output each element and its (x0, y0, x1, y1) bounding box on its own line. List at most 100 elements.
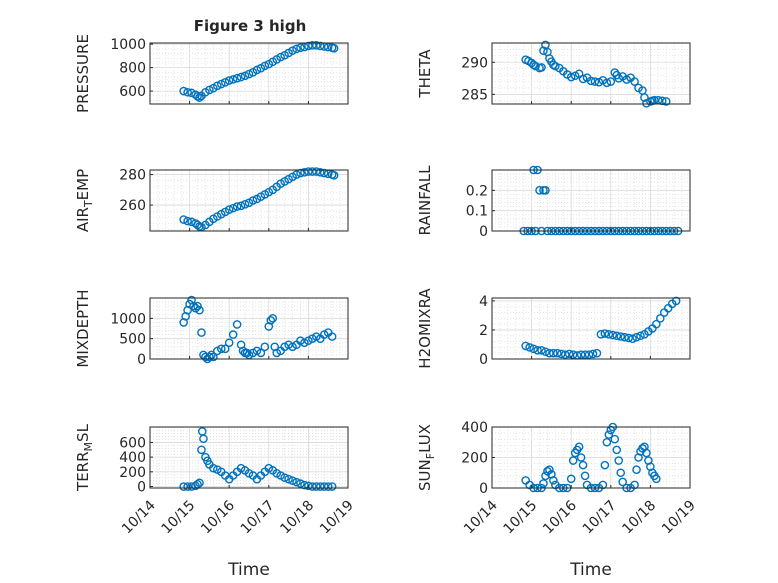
y-axis-label: H2OMIXRA (416, 288, 434, 369)
data-point (304, 481, 313, 491)
data-point (602, 437, 612, 447)
data-point (312, 482, 321, 491)
y-tick-label: 0.1 (466, 204, 488, 220)
x-tick-label: 10/17 (580, 498, 620, 538)
data-point (179, 215, 188, 224)
data-point (549, 476, 558, 485)
data-point (661, 97, 671, 106)
data-points (179, 427, 337, 491)
data-point (315, 167, 325, 177)
x-tick-label: 10/18 (619, 498, 659, 538)
data-point (632, 332, 641, 342)
data-point (228, 75, 238, 84)
subplot-mixdepth: 0 500 1000 MIXDEPTH (74, 289, 349, 368)
data-point (606, 77, 616, 86)
axes-box (149, 42, 349, 105)
data-point (244, 69, 254, 79)
y-tick-label: 200 (119, 465, 146, 481)
data-point (292, 44, 301, 54)
y-tick-label: 1000 (110, 311, 146, 327)
data-point (280, 473, 289, 483)
y-tick-label: 400 (461, 420, 488, 436)
y-tick-label: 0 (479, 481, 488, 497)
data-point (568, 456, 578, 465)
subplot-pressure: 600 800 1000 PRESSURE (74, 34, 349, 113)
data-points (521, 296, 681, 360)
data-point (553, 348, 562, 358)
x-tick-label: 10/14 (119, 497, 159, 537)
data-point (319, 168, 329, 178)
data-point (276, 52, 285, 62)
data-point (232, 320, 242, 329)
data-point (329, 171, 339, 180)
data-point (600, 329, 610, 338)
data-point (636, 331, 645, 341)
y-tick-label: 200 (461, 451, 488, 467)
data-point (610, 68, 620, 77)
data-point (590, 77, 600, 86)
y-tick-label: 0 (479, 352, 488, 368)
data-point (537, 345, 546, 355)
data-point (628, 334, 637, 343)
data-point (193, 301, 202, 311)
data-point (315, 41, 325, 51)
data-point (197, 328, 206, 337)
data-point (195, 93, 204, 102)
subplot-rainfall: 0 0.1 0.2 RAINFALL (416, 165, 691, 240)
x-tick-label: 10/18 (277, 498, 317, 538)
data-point (327, 482, 337, 491)
subplot-h2omixra: 0 2 4 H2OMIXRA (416, 288, 691, 369)
y-tick-label: 600 (119, 84, 146, 100)
y-tick-label: 260 (119, 198, 146, 214)
data-point (580, 350, 590, 359)
data-point (580, 471, 590, 481)
y-tick-label: 280 (119, 168, 146, 184)
data-point (232, 202, 242, 211)
data-point (600, 460, 610, 470)
data-point (216, 344, 226, 354)
data-points (521, 40, 671, 108)
x-tick-label: 10/17 (238, 498, 278, 538)
data-point (539, 46, 548, 56)
data-point (604, 330, 614, 339)
data-point (557, 349, 566, 359)
data-point (541, 471, 550, 481)
data-point (521, 341, 530, 351)
data-point (566, 72, 576, 82)
data-point (323, 482, 333, 491)
data-point (578, 74, 588, 84)
axes-background (492, 170, 690, 231)
data-point (327, 332, 337, 341)
y-axis-label: PRESSURE (74, 34, 92, 113)
data-point (296, 479, 305, 488)
data-point (197, 445, 206, 455)
x-tick-label: 10/19 (659, 498, 699, 538)
data-point (292, 477, 301, 487)
data-point (228, 330, 238, 339)
data-point (576, 350, 586, 359)
data-point (616, 332, 626, 341)
data-point (574, 442, 584, 452)
x-tick-label: 10/19 (317, 498, 357, 538)
data-point (549, 348, 558, 358)
data-point (598, 480, 608, 490)
data-point (183, 216, 192, 226)
data-point (304, 41, 313, 51)
data-point (614, 456, 624, 465)
data-point (533, 345, 542, 355)
axes-background (492, 298, 690, 359)
y-axis-label: RAINFALL (416, 165, 434, 236)
data-point (525, 343, 534, 352)
axes-background (492, 43, 690, 104)
data-point (608, 330, 618, 340)
data-point (228, 203, 238, 213)
data-point (612, 331, 622, 341)
data-point (256, 348, 266, 358)
data-points (179, 41, 339, 102)
axes-box (491, 42, 691, 105)
y-tick-label: 4 (479, 294, 488, 310)
data-point (296, 43, 305, 52)
data-point (209, 352, 218, 362)
y-tick-label: 290 (461, 55, 488, 71)
